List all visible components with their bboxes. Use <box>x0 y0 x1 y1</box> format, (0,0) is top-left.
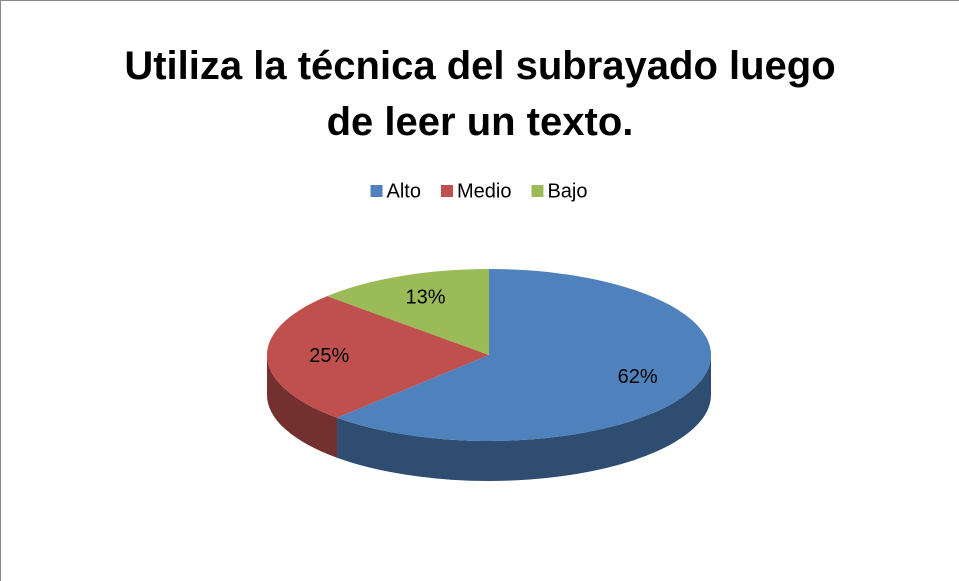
legend-label: Bajo <box>547 180 587 202</box>
slice <box>266 296 489 418</box>
legend-swatch <box>370 185 383 197</box>
legend-label: Medio <box>457 180 511 202</box>
legend-swatch <box>440 185 453 197</box>
slice-side <box>337 355 711 481</box>
chart-title: Utiliza la técnica del subrayado luego d… <box>124 44 836 144</box>
legend-label: Alto <box>387 180 421 202</box>
slice <box>337 269 711 441</box>
slice-side <box>267 355 338 458</box>
legend-swatch <box>531 185 544 197</box>
data-label: 25% <box>309 345 349 367</box>
data-label: 62% <box>618 366 658 388</box>
data-label: 13% <box>406 286 446 308</box>
slice <box>327 269 489 355</box>
